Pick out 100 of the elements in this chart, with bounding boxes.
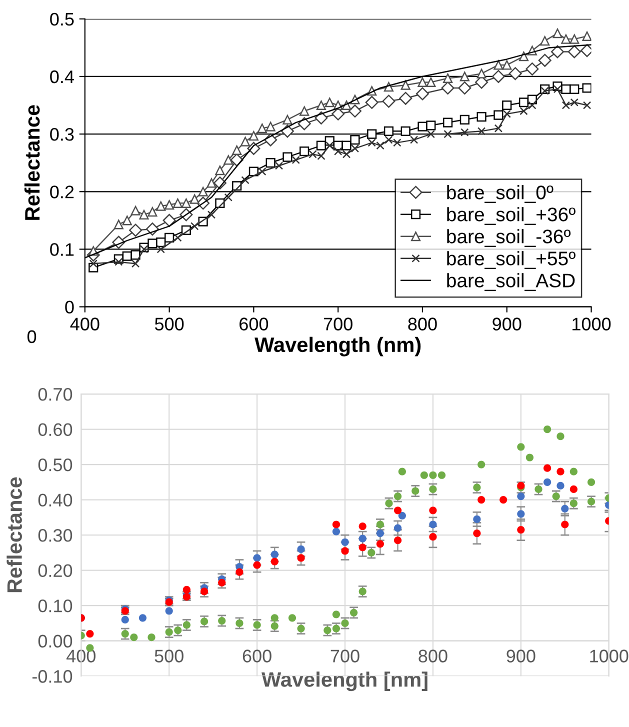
- point: [172, 198, 183, 208]
- point: [385, 500, 393, 508]
- point: [460, 72, 470, 82]
- point: [86, 630, 94, 638]
- y-tick-label: 0.3: [50, 128, 74, 141]
- point: [460, 114, 470, 124]
- point: [282, 114, 292, 124]
- point: [248, 166, 258, 176]
- point: [165, 607, 173, 615]
- legend-label: bare_soil_-36º: [447, 229, 571, 248]
- point: [297, 554, 305, 562]
- point: [394, 506, 402, 514]
- point: [478, 496, 486, 504]
- x-tick-label: 1000: [590, 650, 628, 662]
- point: [89, 260, 98, 268]
- point: [358, 522, 366, 530]
- point: [350, 144, 360, 153]
- point: [348, 104, 362, 118]
- y-tick-label: 0.50: [38, 458, 72, 472]
- point: [376, 540, 384, 548]
- point: [443, 118, 453, 128]
- point: [494, 110, 504, 120]
- point: [426, 120, 436, 130]
- point: [553, 85, 562, 94]
- point: [270, 558, 278, 566]
- point: [198, 186, 208, 196]
- point: [426, 77, 436, 88]
- point: [274, 162, 284, 170]
- y-tick-label: 0.10: [38, 600, 72, 612]
- point: [288, 614, 296, 622]
- point: [350, 608, 358, 616]
- point: [460, 128, 469, 136]
- point: [122, 216, 132, 226]
- x-tick-label: 600: [242, 650, 272, 662]
- x-tick-label: 800: [418, 650, 448, 662]
- y-axis-title: Reflectance: [24, 105, 40, 220]
- point: [236, 568, 244, 576]
- point: [518, 52, 529, 62]
- point: [429, 471, 437, 479]
- point: [253, 554, 261, 562]
- point: [587, 498, 596, 506]
- point: [253, 561, 261, 569]
- point: [570, 84, 580, 94]
- point: [400, 80, 410, 90]
- point: [476, 68, 486, 78]
- point: [162, 214, 176, 227]
- point: [526, 454, 534, 462]
- point: [266, 158, 276, 168]
- point: [520, 106, 528, 116]
- point: [416, 87, 429, 100]
- point: [129, 224, 142, 237]
- point: [200, 618, 208, 626]
- point: [443, 73, 453, 83]
- x-tick-label: 900: [492, 318, 522, 330]
- point: [257, 124, 267, 134]
- point: [114, 220, 124, 230]
- y-tick-label: 0: [65, 300, 74, 314]
- point: [121, 616, 129, 624]
- point: [502, 110, 511, 118]
- point: [418, 122, 428, 132]
- point: [232, 145, 242, 155]
- point: [570, 500, 578, 508]
- legend-label: bare_soil_ASD: [447, 273, 575, 292]
- point: [258, 167, 266, 176]
- point: [218, 578, 226, 586]
- point: [438, 471, 446, 479]
- point: [561, 504, 569, 512]
- point: [316, 140, 326, 150]
- point: [332, 610, 340, 618]
- point: [561, 520, 569, 528]
- point: [398, 512, 406, 520]
- point: [478, 460, 486, 468]
- point: [324, 98, 334, 108]
- point: [429, 533, 437, 541]
- point: [122, 251, 132, 261]
- point: [552, 28, 562, 38]
- point: [582, 101, 592, 110]
- point: [156, 245, 165, 254]
- point: [544, 478, 552, 486]
- point: [316, 100, 326, 110]
- y-tick-label: 0.1: [50, 243, 74, 256]
- x-tick-label: 900: [506, 650, 536, 662]
- point: [426, 130, 436, 138]
- point: [300, 106, 310, 116]
- point: [556, 482, 564, 490]
- point: [400, 126, 410, 136]
- point: [517, 443, 525, 451]
- point: [544, 464, 552, 472]
- point: [502, 60, 512, 70]
- point: [190, 194, 200, 204]
- point: [587, 478, 596, 486]
- point: [444, 130, 452, 138]
- point: [517, 510, 525, 518]
- y-tick-label: 0.30: [38, 529, 72, 542]
- point: [544, 425, 552, 434]
- point: [492, 70, 505, 83]
- point: [164, 232, 174, 242]
- point: [518, 98, 529, 108]
- point: [297, 545, 305, 553]
- point: [500, 496, 508, 504]
